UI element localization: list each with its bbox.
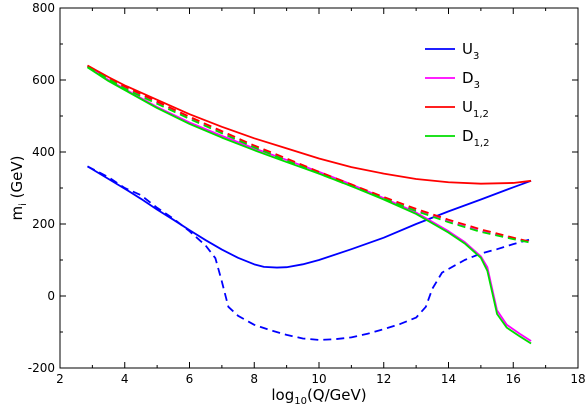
x-tick-label: 14: [441, 372, 456, 386]
legend-label-main: U: [462, 98, 473, 116]
series-line-d3-dashed: [87, 64, 532, 243]
y-axis-title-sub: i: [18, 203, 29, 206]
legend-label-sub: 3: [474, 80, 480, 91]
y-tick-label: 200: [32, 217, 55, 231]
x-axis-title-rest: (Q/GeV): [307, 386, 367, 404]
x-tick-label: 10: [311, 372, 326, 386]
legend-label-sub: 3: [473, 51, 479, 62]
y-tick-label: 400: [32, 145, 55, 159]
legend-label-main: D: [462, 69, 474, 87]
legend-label-sub: 1,2: [473, 109, 489, 120]
legend-label: U1,2: [462, 98, 489, 120]
legend-label: D1,2: [462, 127, 489, 149]
legend-label-sub: 1,2: [474, 138, 490, 149]
y-tick-label: 600: [32, 73, 55, 87]
series-line-u12-solid: [87, 64, 532, 185]
y-axis-title: mi (GeV): [8, 156, 29, 221]
x-axis-title-sub: 10: [294, 396, 307, 407]
x-tick-label: 4: [121, 372, 129, 386]
y-tick-label: -200: [28, 361, 55, 375]
x-tick-label: 2: [56, 372, 64, 386]
y-axis-title-rest: (GeV): [8, 156, 26, 204]
x-tick-label: 16: [506, 372, 521, 386]
series-line-u3-dashed: [87, 165, 532, 341]
x-axis-title-main: log: [271, 386, 294, 404]
y-tick-label: 0: [47, 289, 55, 303]
legend-label: D3: [462, 69, 480, 91]
x-tick-label: 8: [250, 372, 258, 386]
legend-label-main: U: [462, 40, 473, 58]
series-layer: [87, 64, 532, 345]
series-line-d12-solid: [87, 66, 532, 345]
y-axis-title-main: m: [8, 206, 26, 221]
series-line-u12-dashed: [87, 64, 532, 243]
ticks-layer: 2 4 6 8 10 12 14 16 18 -200 0 200 400 600 800: [28, 1, 585, 386]
series-line-u3-solid: [87, 165, 532, 269]
legend-label-main: D: [462, 127, 474, 145]
x-tick-label: 6: [186, 372, 194, 386]
x-tick-label: 12: [376, 372, 391, 386]
legend-label: U3: [462, 40, 479, 62]
x-tick-label: 18: [570, 372, 585, 386]
x-axis-title: log10(Q/GeV): [271, 386, 366, 407]
y-tick-label: 800: [32, 1, 55, 15]
